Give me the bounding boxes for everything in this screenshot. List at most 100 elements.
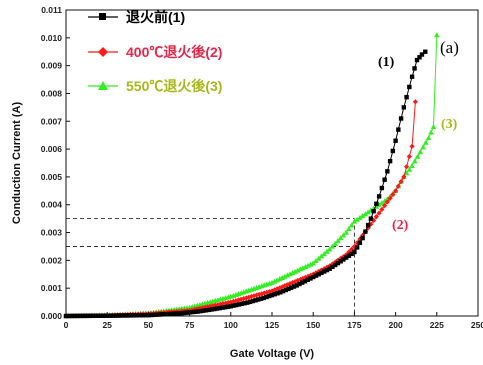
x-tick-label: 75 — [185, 320, 195, 330]
series-1-point — [120, 313, 125, 318]
legend-marker-series-2 — [98, 47, 108, 57]
series-3-point — [430, 124, 437, 130]
series-1-point — [335, 260, 341, 266]
panel-label: (a) — [440, 38, 459, 57]
series-2-point — [277, 285, 283, 291]
series-1-point — [396, 127, 401, 132]
series-1-point — [195, 309, 201, 314]
x-tick-label: 0 — [64, 320, 69, 330]
legend-label-series-2: 400℃退火後(2) — [126, 44, 222, 60]
series-1-point — [239, 301, 244, 307]
series-3-point — [332, 240, 338, 246]
legend-label-series-3: 550℃退火後(3) — [126, 78, 222, 94]
series-1-point — [236, 302, 242, 307]
series-1-point — [225, 304, 231, 309]
series-2-point — [243, 295, 249, 301]
series-1-point — [133, 313, 138, 318]
series-3-point — [354, 216, 360, 222]
series-1-point — [423, 49, 428, 54]
series-1-point — [223, 304, 228, 310]
series-1-line — [66, 51, 426, 317]
series-1-point — [374, 201, 379, 206]
series-2-point — [253, 292, 260, 298]
series-2-point — [287, 281, 293, 287]
series-1-point — [220, 305, 225, 310]
series-1-point — [192, 309, 198, 315]
series-1-point — [198, 308, 203, 314]
series-1-point — [163, 311, 169, 317]
y-tick-label: 0.002 — [41, 255, 63, 265]
series-1-point — [300, 280, 305, 285]
series-2-point — [329, 261, 336, 267]
series-1-point — [206, 307, 212, 313]
series-1-point — [404, 94, 409, 100]
series-1-point — [371, 209, 376, 214]
series-1-point — [338, 259, 343, 264]
series-1-point — [228, 304, 233, 309]
series-1-point — [97, 313, 102, 318]
series-1-point — [161, 312, 166, 317]
series-3-point — [428, 129, 434, 135]
series-1-point — [153, 312, 159, 317]
series-2-point — [241, 296, 247, 302]
series-layer — [63, 32, 440, 319]
legend: 退火前(1) 400℃退火後(2) 550℃退火後(3) — [88, 9, 222, 94]
series-1-point — [267, 293, 272, 299]
series-2-point — [376, 210, 382, 216]
x-axis-title: Gate Voltage (V) — [230, 348, 314, 360]
series-3-point — [343, 229, 349, 235]
series-1-point — [283, 287, 288, 293]
series-2-point — [373, 214, 379, 220]
y-tick-label: 0.005 — [41, 172, 63, 182]
series-1-point — [76, 313, 82, 319]
series-1-point — [412, 66, 417, 71]
series-1-point — [176, 311, 182, 316]
series-1-point — [81, 313, 87, 319]
legend-marker-series-1 — [99, 13, 106, 20]
series-1-point — [419, 52, 425, 57]
series-2-point — [248, 293, 254, 300]
series-1-point — [330, 264, 335, 270]
series-1-point — [401, 105, 407, 110]
series-1-point — [343, 255, 349, 260]
series-1-point — [250, 298, 255, 304]
y-tick-label: 0.010 — [41, 33, 63, 43]
series-2-point — [351, 243, 357, 250]
y-tick-label: 0.003 — [41, 228, 63, 238]
series-1-point — [201, 308, 206, 313]
series-1-point — [92, 313, 97, 319]
series-1-point — [264, 294, 269, 300]
x-tick-label: 50 — [144, 320, 154, 330]
series-3-point — [406, 166, 413, 172]
series-1-point — [357, 240, 363, 245]
series-3-point — [348, 222, 355, 228]
series-2-point — [409, 143, 415, 149]
series-1-point — [117, 313, 123, 318]
series-1-point — [385, 169, 390, 174]
series-1-point — [115, 313, 120, 318]
series-1-point — [212, 306, 217, 312]
series-2-point — [274, 286, 280, 292]
series-1-point — [278, 290, 283, 295]
x-tick-label: 100 — [224, 320, 238, 330]
series-1-point — [245, 300, 250, 305]
x-tick-label: 200 — [389, 320, 403, 330]
series-2-point — [197, 305, 203, 311]
series-1-point — [214, 306, 220, 311]
y-tick-label: 0.000 — [41, 311, 63, 321]
series-1-point — [409, 74, 415, 79]
series-2-annotation: (2) — [392, 218, 409, 233]
series-2-point — [279, 284, 285, 290]
series-3-point — [362, 211, 369, 217]
series-2-point — [233, 298, 239, 304]
series-1-point — [398, 116, 404, 121]
series-2-point — [290, 280, 296, 286]
series-3-point — [340, 232, 347, 238]
series-1-point — [376, 194, 382, 199]
series-1-point — [74, 313, 79, 319]
series-3-point — [321, 251, 327, 257]
series-1-point — [275, 291, 280, 296]
series-1-point — [123, 313, 128, 318]
series-1-point — [151, 312, 156, 318]
series-1-point — [414, 57, 420, 63]
